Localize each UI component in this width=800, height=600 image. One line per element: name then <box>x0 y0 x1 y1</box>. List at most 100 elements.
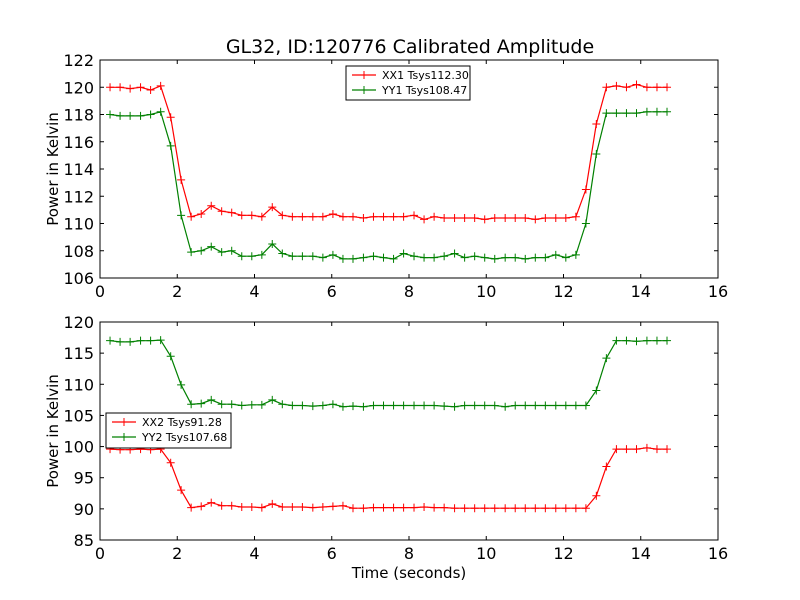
y-axis-label: Power in Kelvin <box>44 112 62 226</box>
data-point <box>237 211 246 220</box>
legend-marker <box>360 71 368 79</box>
data-point <box>369 252 378 261</box>
legend: XX2 Tsys91.28 YY2 Tsys107.68 <box>105 412 232 449</box>
data-point <box>460 253 469 262</box>
data-point <box>106 110 115 119</box>
data-point <box>207 395 216 404</box>
data-point <box>308 503 317 512</box>
data-point <box>278 502 287 511</box>
data-point <box>612 81 621 90</box>
y-tick-label: 120 <box>63 78 94 97</box>
data-point <box>592 150 601 159</box>
data-point <box>217 501 226 510</box>
data-point <box>663 336 672 345</box>
data-point <box>197 246 206 255</box>
data-point <box>541 214 550 223</box>
data-point <box>136 336 145 345</box>
data-point <box>541 504 550 513</box>
data-point <box>470 214 479 223</box>
data-point <box>430 253 439 262</box>
data-point <box>298 401 307 410</box>
bottom-amplitude-chart: 0 2 4 6 8 10 12 14 16 85 90 95 100 105 110 115 120 Power … <box>44 313 728 582</box>
data-point <box>592 491 601 500</box>
data-point <box>410 211 419 220</box>
data-point <box>369 212 378 221</box>
data-point <box>328 209 337 218</box>
data-point <box>410 503 419 512</box>
x-tick-label: 0 <box>95 282 105 301</box>
x-tick-label: 4 <box>249 544 259 563</box>
data-point <box>146 336 155 345</box>
data-point <box>551 214 560 223</box>
data-point <box>338 402 347 411</box>
legend-label: XX2 Tsys91.28 <box>142 416 222 429</box>
data-point <box>227 501 236 510</box>
data-point <box>106 336 115 345</box>
data-point <box>308 402 317 411</box>
x-tick-label: 10 <box>476 544 496 563</box>
data-point <box>136 83 145 92</box>
data-point <box>663 107 672 116</box>
y-tick-label: 95 <box>74 469 94 488</box>
data-point <box>187 400 196 409</box>
data-point <box>136 111 145 120</box>
data-point <box>531 504 540 513</box>
y-tick-label: 110 <box>63 375 94 394</box>
data-point <box>642 443 651 452</box>
data-point <box>571 401 580 410</box>
data-point <box>227 208 236 217</box>
data-point <box>207 242 216 251</box>
data-point <box>561 253 570 262</box>
data-point <box>166 352 175 361</box>
data-point <box>642 107 651 116</box>
data-point <box>197 502 206 511</box>
x-tick-label: 14 <box>631 282 651 301</box>
data-point <box>338 254 347 263</box>
data-point <box>521 401 530 410</box>
y-tick-label: 116 <box>63 133 94 152</box>
data-point <box>622 83 631 92</box>
y-tick-label: 90 <box>74 500 94 519</box>
legend-box <box>105 412 232 449</box>
data-point <box>308 212 317 221</box>
data-point <box>247 211 256 220</box>
data-point <box>501 253 510 262</box>
y-tick-label: 108 <box>63 242 94 261</box>
data-point <box>642 336 651 345</box>
data-point <box>166 458 175 467</box>
data-point <box>197 399 206 408</box>
data-point <box>268 239 277 248</box>
data-point <box>531 401 540 410</box>
data-point <box>257 250 266 259</box>
x-tick-label: 16 <box>708 282 728 301</box>
data-point <box>389 254 398 263</box>
data-point <box>399 401 408 410</box>
data-point <box>166 113 175 122</box>
data-point <box>389 401 398 410</box>
legend-label: XX1 Tsys112.30 <box>382 69 469 82</box>
data-point <box>348 254 357 263</box>
data-point <box>470 504 479 513</box>
data-point <box>410 401 419 410</box>
data-point <box>571 212 580 221</box>
data-point <box>227 246 236 255</box>
data-point <box>602 462 611 471</box>
data-point <box>490 504 499 513</box>
legend-label: YY2 Tsys107.68 <box>141 431 227 444</box>
x-tick-label: 8 <box>404 544 414 563</box>
data-point <box>642 83 651 92</box>
data-point <box>480 504 489 513</box>
data-point <box>177 175 186 184</box>
data-point <box>521 214 530 223</box>
data-point <box>247 252 256 261</box>
x-tick-label: 6 <box>327 282 337 301</box>
data-point <box>450 504 459 513</box>
data-point <box>450 249 459 258</box>
data-point <box>571 504 580 513</box>
data-point <box>126 337 135 346</box>
data-point <box>257 212 266 221</box>
data-point <box>652 445 661 454</box>
data-point <box>450 402 459 411</box>
data-point <box>551 401 560 410</box>
